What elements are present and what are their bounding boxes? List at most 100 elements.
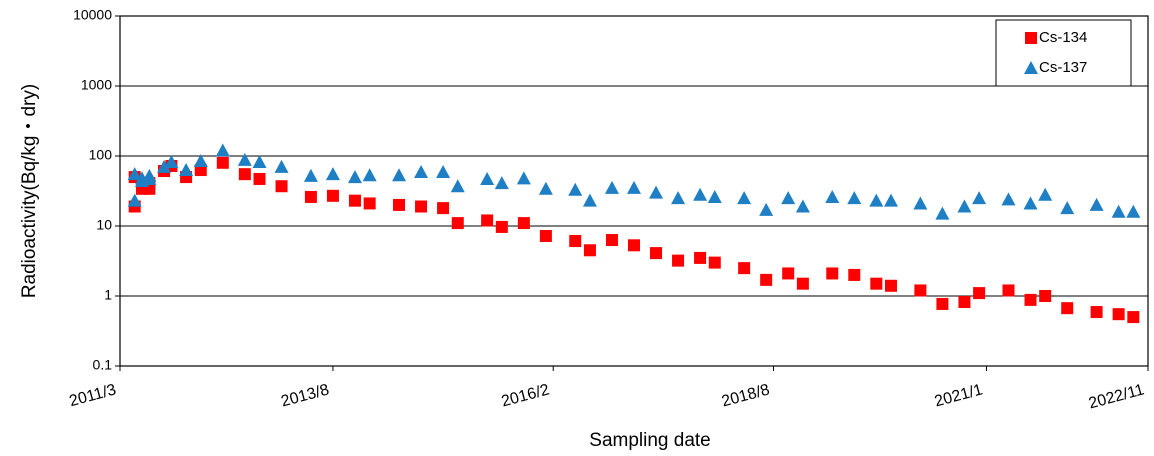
data-point <box>481 214 494 227</box>
data-point <box>1111 204 1126 218</box>
data-point <box>693 187 708 201</box>
data-point <box>363 197 376 210</box>
data-point <box>884 193 898 207</box>
data-point <box>392 168 407 182</box>
data-point <box>847 191 862 205</box>
data-point <box>326 189 339 202</box>
data-point <box>348 194 361 207</box>
data-point <box>252 155 267 169</box>
data-point <box>672 254 685 267</box>
data-point <box>362 168 377 182</box>
data-point <box>127 167 142 181</box>
data-point <box>1126 204 1141 218</box>
data-point <box>1060 201 1075 215</box>
data-point <box>759 202 774 216</box>
data-point <box>628 239 640 252</box>
data-point <box>303 168 318 182</box>
legend-marker <box>1025 32 1037 44</box>
y-tick-label: 10000 <box>73 7 112 23</box>
data-point <box>253 172 266 185</box>
data-point <box>1089 197 1104 211</box>
data-point <box>694 251 707 264</box>
data-point <box>193 153 208 167</box>
data-point <box>738 262 751 275</box>
data-point <box>671 191 686 205</box>
data-point <box>437 202 450 215</box>
data-point <box>781 191 796 205</box>
y-tick-label: 100 <box>89 147 113 163</box>
data-point <box>582 193 597 207</box>
data-point <box>973 287 986 300</box>
data-point <box>913 196 928 210</box>
data-point <box>142 168 157 182</box>
data-point <box>568 182 583 196</box>
data-point <box>583 244 596 257</box>
data-point <box>569 235 582 248</box>
data-point <box>238 168 251 181</box>
x-tick-label: 2022/11 <box>1087 381 1146 412</box>
y-tick-label: 0.1 <box>93 357 113 373</box>
data-point <box>1038 187 1053 201</box>
data-point <box>885 279 897 292</box>
y-tick-label: 10 <box>96 217 112 233</box>
data-point <box>415 200 428 213</box>
data-point <box>972 191 987 205</box>
y-tick-label: 1000 <box>81 77 112 93</box>
plot-frame <box>119 15 1149 367</box>
data-point <box>237 152 252 166</box>
data-point <box>649 185 664 199</box>
data-point <box>936 297 949 310</box>
data-point <box>1039 290 1052 302</box>
data-point <box>539 229 552 242</box>
data-point <box>1024 293 1037 306</box>
legend-label: Cs-137 <box>1039 59 1087 76</box>
data-point <box>216 156 229 169</box>
x-tick-label: 2011/3 <box>68 381 119 410</box>
data-point <box>1112 308 1125 321</box>
data-point <box>760 273 773 286</box>
data-point <box>957 199 972 213</box>
data-point <box>848 268 861 281</box>
data-point <box>436 165 451 179</box>
data-point <box>275 180 288 193</box>
data-point <box>869 193 884 207</box>
data-point <box>164 155 179 169</box>
data-point <box>737 191 752 205</box>
data-point <box>215 143 230 157</box>
data-point <box>538 181 553 195</box>
legend-box <box>995 19 1132 87</box>
y-axis-label: Radioactivity(Bq/kg・dry) <box>19 84 40 298</box>
data-point <box>826 267 839 280</box>
data-point <box>1002 284 1015 297</box>
data-point <box>1061 302 1074 315</box>
legend-marker <box>1024 61 1038 74</box>
x-tick-label: 2021/1 <box>933 381 985 410</box>
data-point <box>782 267 795 280</box>
data-point <box>796 277 809 290</box>
data-point <box>1090 306 1103 319</box>
x-axis-label: Sampling date <box>589 430 710 451</box>
data-point <box>650 247 663 260</box>
data-point <box>1001 192 1016 206</box>
x-tick-label: 2016/2 <box>500 381 552 410</box>
data-point <box>393 198 406 211</box>
data-point <box>494 176 509 190</box>
data-point <box>935 206 950 220</box>
data-point <box>1127 311 1140 324</box>
data-point <box>451 217 464 230</box>
data-point <box>127 193 142 207</box>
y-tick-label: 1 <box>104 287 112 303</box>
data-point <box>1023 196 1038 210</box>
data-point <box>870 277 883 290</box>
data-point <box>304 190 317 203</box>
data-point <box>795 199 810 213</box>
data-point <box>480 171 495 185</box>
x-tick-label: 2013/8 <box>279 381 331 410</box>
data-point <box>179 163 194 177</box>
data-point <box>414 165 429 179</box>
data-point <box>194 164 207 177</box>
data-point <box>325 167 340 181</box>
data-point <box>517 217 530 230</box>
data-point <box>604 180 619 194</box>
data-point <box>516 171 531 185</box>
